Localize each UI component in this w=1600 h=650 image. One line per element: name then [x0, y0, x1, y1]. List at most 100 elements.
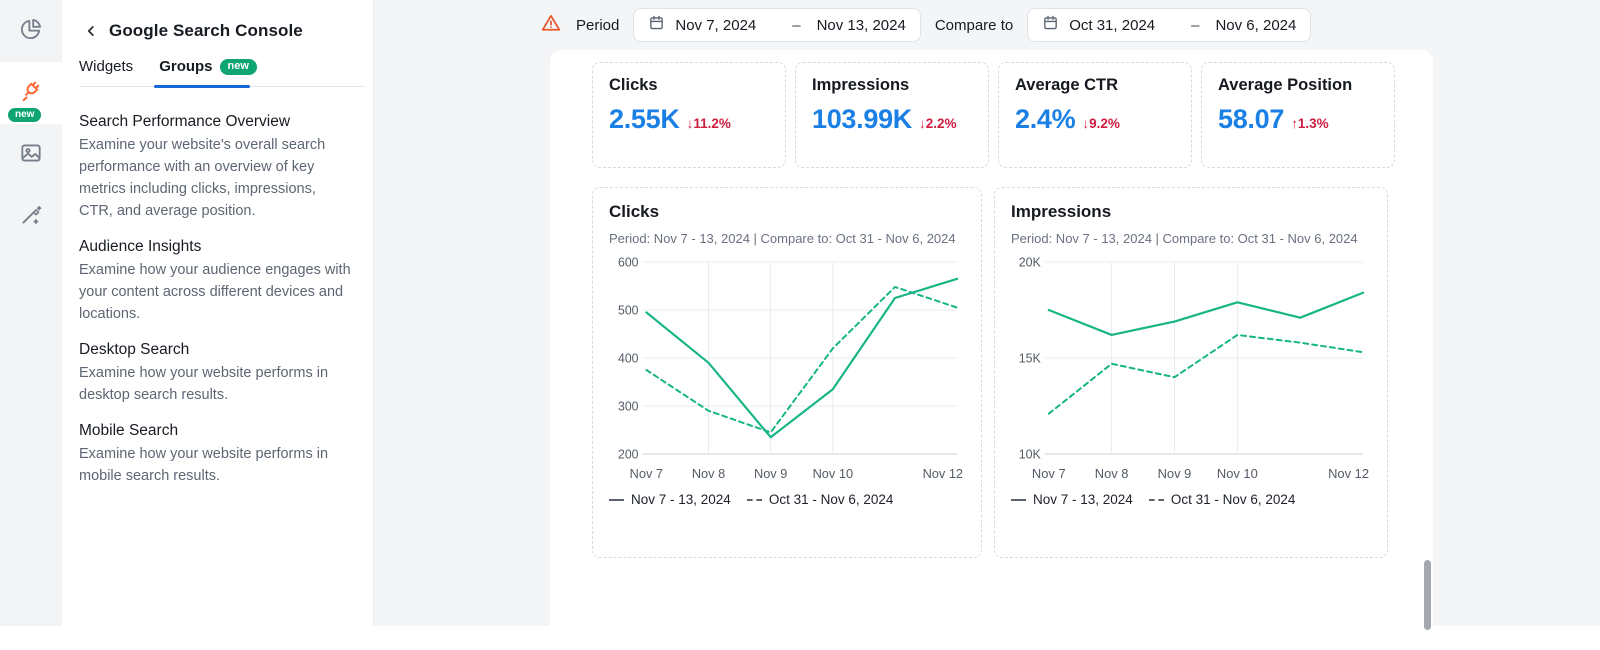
- legend-label: Oct 31 - Nov 6, 2024: [768, 492, 894, 507]
- chart-subtitle: Period: Nov 7 - 13, 2024 | Compare to: O…: [1011, 231, 1358, 246]
- kpi-value: 2.55K: [609, 104, 680, 134]
- date-range-dash: –: [792, 16, 801, 34]
- dashboard-main: Period Nov 7, 2024 – Nov 13, 2024 Compar…: [374, 0, 1600, 650]
- icon-rail: new: [0, 0, 62, 626]
- svg-text:20K: 20K: [1019, 255, 1042, 269]
- pie-chart-icon: [18, 16, 44, 47]
- calendar-icon: [1042, 14, 1059, 36]
- chart-title: Clicks: [609, 202, 660, 221]
- clicks-chart-card: Clicks Period: Nov 7 - 13, 2024 | Compar…: [592, 187, 982, 558]
- svg-text:600: 600: [618, 255, 639, 269]
- calendar-icon: [648, 14, 665, 36]
- kpi-card-average-ctr[interactable]: Average CTR 2.4% ↓9.2%: [998, 62, 1192, 168]
- active-tab-indicator: [154, 85, 250, 88]
- svg-text:200: 200: [618, 447, 639, 461]
- charts-row: Clicks Period: Nov 7 - 13, 2024 | Compar…: [592, 187, 1388, 558]
- kpi-card-impressions[interactable]: Impressions 103.99K ↓2.2%: [795, 62, 989, 168]
- image-icon: [18, 140, 44, 171]
- clicks-line-chart[interactable]: 200 300 400 500 600 Nov 7 Nov 8 Nov 9 Nov 10 Nov …: [609, 250, 965, 490]
- vertical-scrollbar-thumb[interactable]: [1424, 560, 1431, 630]
- kpi-delta-value: 11.2%: [693, 116, 731, 131]
- report-sheet: Clicks 2.55K ↓11.2% Impressions 103.99K …: [550, 50, 1433, 650]
- kpi-title: Clicks: [609, 76, 658, 94]
- svg-text:Nov 10: Nov 10: [1217, 466, 1258, 481]
- legend-label: Nov 7 - 13, 2024: [631, 492, 731, 507]
- group-item-description: Examine how your website performs in des…: [79, 365, 329, 403]
- tab-groups-new-badge: new: [219, 58, 257, 75]
- impressions-chart-card: Impressions Period: Nov 7 - 13, 2024 | C…: [994, 187, 1388, 558]
- kpi-value: 103.99K: [812, 104, 912, 134]
- solid-line-icon: [609, 498, 624, 501]
- kpi-value: 58.07: [1218, 104, 1285, 134]
- kpi-value: 2.4%: [1015, 104, 1076, 134]
- kpi-delta: ↑1.3%: [1291, 116, 1329, 131]
- panel-title: Google Search Console: [109, 21, 303, 40]
- svg-text:Nov 7: Nov 7: [1032, 466, 1066, 481]
- chart-subtitle: Period: Nov 7 - 13, 2024 | Compare to: O…: [609, 231, 956, 246]
- group-item-title: Mobile Search: [79, 422, 179, 439]
- svg-text:10K: 10K: [1019, 447, 1042, 461]
- svg-text:Nov 8: Nov 8: [692, 466, 725, 481]
- kpi-delta: ↓2.2%: [919, 116, 957, 131]
- compare-end-date: Nov 6, 2024: [1215, 16, 1297, 34]
- svg-text:Nov 12: Nov 12: [1328, 466, 1369, 481]
- down-arrow-icon: ↓: [686, 116, 694, 131]
- period-date-range-picker[interactable]: Nov 7, 2024 – Nov 13, 2024: [633, 8, 921, 42]
- legend-entry-current: Nov 7 - 13, 2024: [1011, 492, 1133, 507]
- period-label: Period: [576, 16, 620, 34]
- svg-text:Nov 9: Nov 9: [754, 466, 787, 481]
- rail-item-integrations[interactable]: new: [0, 62, 62, 124]
- kpi-delta-value: 2.2%: [925, 116, 957, 131]
- panel-tabs: Widgets Groups new: [62, 58, 373, 88]
- svg-text:500: 500: [618, 303, 639, 317]
- group-item-search-performance-overview[interactable]: Search Performance Overview Examine your…: [79, 113, 351, 222]
- up-arrow-icon: ↑: [1291, 116, 1298, 131]
- period-start-date: Nov 7, 2024: [675, 16, 757, 34]
- group-item-audience-insights[interactable]: Audience Insights Examine how your audie…: [79, 238, 351, 325]
- svg-text:300: 300: [618, 399, 639, 413]
- rail-item-reports[interactable]: [0, 0, 62, 62]
- legend-entry-previous: Oct 31 - Nov 6, 2024: [1148, 492, 1296, 507]
- period-end-date: Nov 13, 2024: [816, 16, 906, 34]
- kpi-delta: ↓11.2%: [687, 116, 731, 131]
- compare-to-label: Compare to: [934, 16, 1014, 34]
- svg-text:400: 400: [618, 351, 639, 365]
- kpi-card-average-position[interactable]: Average Position 58.07 ↑1.3%: [1201, 62, 1395, 168]
- impressions-line-chart[interactable]: 10K 15K 20K Nov 7 Nov 8 Nov 9 Nov 10 Nov 12: [1011, 250, 1371, 490]
- kpi-title: Impressions: [812, 76, 910, 94]
- dashed-line-icon: [746, 498, 762, 501]
- down-arrow-icon: ↓: [918, 116, 926, 131]
- back-button[interactable]: [82, 22, 100, 40]
- rail-item-media[interactable]: [0, 124, 62, 186]
- compare-start-date: Oct 31, 2024: [1069, 16, 1156, 34]
- group-item-title: Search Performance Overview: [79, 113, 291, 130]
- legend-label: Oct 31 - Nov 6, 2024: [1170, 492, 1296, 507]
- down-arrow-icon: ↓: [1082, 116, 1090, 131]
- rail-item-ai-tools[interactable]: [0, 186, 62, 248]
- dashed-line-icon: [1148, 498, 1164, 501]
- tab-groups[interactable]: Groups new: [159, 58, 257, 87]
- kpi-title: Average Position: [1218, 76, 1353, 94]
- warning-icon: [540, 12, 562, 39]
- group-item-description: Examine your website's overall search pe…: [79, 137, 326, 219]
- group-item-description: Examine how your website performs in mob…: [79, 446, 329, 484]
- magic-wand-icon: [18, 202, 44, 233]
- kpi-title: Average CTR: [1015, 76, 1119, 94]
- compare-date-range-picker[interactable]: Oct 31, 2024 – Nov 6, 2024: [1027, 8, 1312, 42]
- svg-text:15K: 15K: [1019, 351, 1042, 365]
- group-item-title: Audience Insights: [79, 238, 202, 255]
- kpi-row: Clicks 2.55K ↓11.2% Impressions 103.99K …: [592, 62, 1395, 168]
- group-item-title: Desktop Search: [79, 341, 190, 358]
- kpi-card-clicks[interactable]: Clicks 2.55K ↓11.2%: [592, 62, 786, 168]
- tab-widgets[interactable]: Widgets: [79, 58, 133, 87]
- group-item-mobile-search[interactable]: Mobile Search Examine how your website p…: [79, 422, 351, 487]
- group-item-desktop-search[interactable]: Desktop Search Examine how your website …: [79, 341, 351, 406]
- svg-text:Nov 8: Nov 8: [1095, 466, 1129, 481]
- chart-title: Impressions: [1011, 202, 1112, 221]
- tab-widgets-label: Widgets: [79, 58, 134, 75]
- plug-icon: [18, 78, 44, 109]
- date-range-dash: –: [1191, 16, 1200, 34]
- solid-line-icon: [1011, 498, 1026, 501]
- svg-text:Nov 10: Nov 10: [813, 466, 853, 481]
- svg-text:Nov 12: Nov 12: [923, 466, 963, 481]
